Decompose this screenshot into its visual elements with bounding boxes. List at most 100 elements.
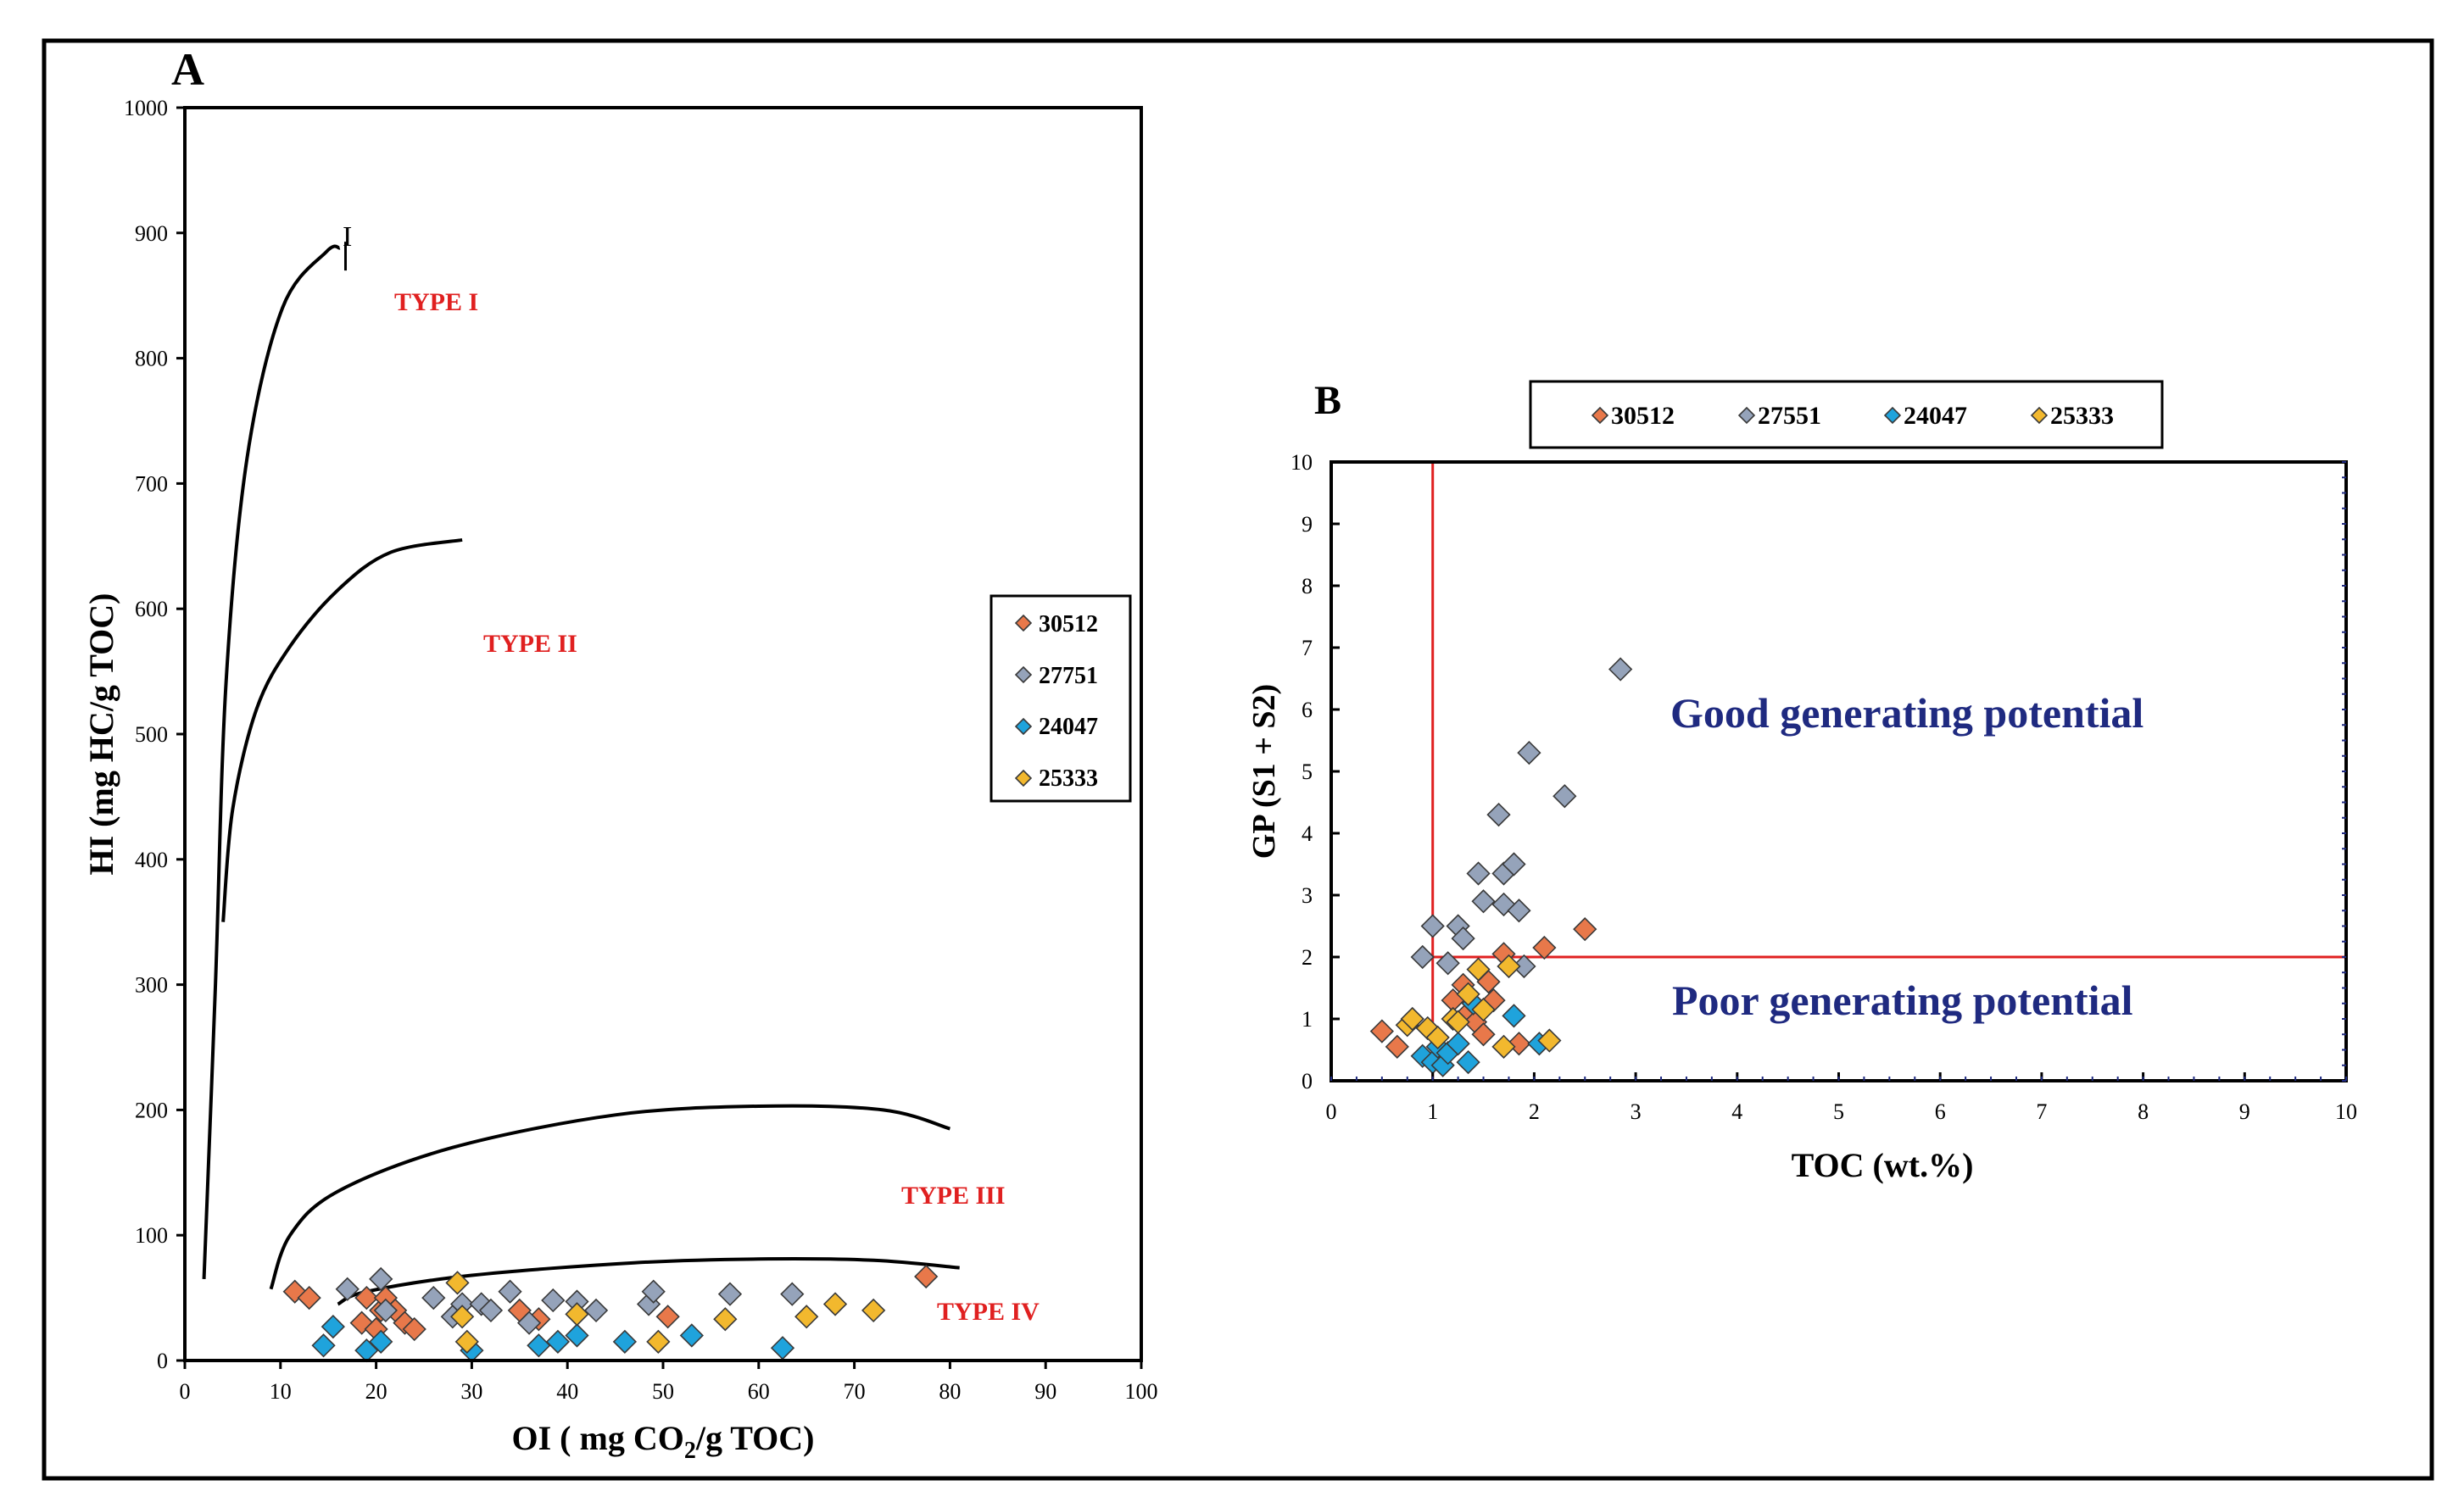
point-b-25333 <box>1425 1025 1450 1050</box>
legend-b-27551: 27551 <box>1758 402 1821 430</box>
x-tick-label-b: 5 <box>1833 1099 1844 1124</box>
point-a-25333 <box>794 1305 819 1329</box>
point-a-27751 <box>583 1298 609 1323</box>
panel-a: A 0 10 20 30 40 50 60 70 80 90 1000100200300400500… <box>82 44 1158 1464</box>
point-b-27551 <box>1451 926 1475 951</box>
panel-a-y-axis-title: HI (mg HC/g TOC) <box>82 593 120 876</box>
panel-a-points <box>282 1264 939 1363</box>
point-b-27551 <box>1502 852 1526 876</box>
x-tick-label-b: 10 <box>2335 1099 2357 1124</box>
type-iii-label: TYPE III <box>901 1182 1006 1210</box>
panel-b-legend-box <box>1529 380 2164 449</box>
point-b-27551 <box>1608 657 1633 682</box>
x-tick-label-a: 40 <box>556 1379 578 1404</box>
y-tick-label-a: 1000 <box>124 96 168 120</box>
x-tick-label-a: 70 <box>844 1379 866 1404</box>
legend-b-marker-30512 <box>1591 406 1609 425</box>
point-b-30512 <box>1573 917 1597 942</box>
legend-a-27751: 27751 <box>1039 663 1098 689</box>
point-a-24047 <box>311 1333 336 1358</box>
point-b-27551 <box>1486 802 1511 827</box>
point-b-24047 <box>1502 1004 1526 1028</box>
point-b-27551 <box>1420 914 1445 938</box>
good-potential-label: Good generating potential <box>1670 689 2143 737</box>
point-b-27551 <box>1471 889 1496 914</box>
point-a-24047 <box>612 1329 638 1354</box>
point-b-25333 <box>1446 1010 1470 1034</box>
legend-b-marker-25333 <box>2030 406 2049 425</box>
x-tick-label-b: 7 <box>2036 1099 2047 1124</box>
y-tick-label-b: 8 <box>1302 574 1313 598</box>
y-tick-label-b: 10 <box>1291 450 1313 475</box>
legend-a-24047: 24047 <box>1039 714 1098 740</box>
legend-b-30512: 30512 <box>1611 402 1675 430</box>
panel-a-legend-markers <box>1014 614 1033 787</box>
point-a-25333 <box>713 1307 738 1332</box>
y-tick-label-b: 2 <box>1302 945 1313 970</box>
point-a-25333 <box>449 1305 475 1329</box>
point-a-30512 <box>402 1316 426 1342</box>
point-b-30512 <box>1385 1034 1409 1059</box>
point-a-27751 <box>373 1298 399 1323</box>
legend-a-marker-30512 <box>1014 614 1033 632</box>
x-tick-label-a: 50 <box>652 1379 674 1404</box>
point-b-25333 <box>1400 1006 1424 1032</box>
y-tick-label-b: 4 <box>1302 821 1313 846</box>
x-tick-label-b: 1 <box>1427 1099 1438 1124</box>
point-b-27551 <box>1410 944 1435 970</box>
point-a-24047 <box>369 1329 393 1354</box>
x-tick-label-b: 8 <box>2138 1099 2149 1124</box>
y-tick-label-b: 7 <box>1302 636 1313 660</box>
y-tick-label-a: 900 <box>135 221 168 246</box>
point-b-27551 <box>1466 861 1491 886</box>
x-tick-label-a: 80 <box>939 1379 961 1404</box>
x-tick-label-b: 2 <box>1529 1099 1540 1124</box>
point-a-24047 <box>565 1323 589 1348</box>
panel-a-x-axis-title: OI ( mg CO2/g TOC) <box>512 1419 815 1464</box>
point-b-25333 <box>1466 957 1491 982</box>
x-tick-label-b: 3 <box>1631 1099 1642 1124</box>
panel-a-legend-box <box>990 594 1132 803</box>
panel-b-x-axis-title: TOC (wt.%) <box>1792 1146 1974 1184</box>
poor-potential-label: Poor generating potential <box>1672 977 2133 1024</box>
point-a-27751 <box>421 1285 446 1310</box>
curve-type2 <box>221 537 463 922</box>
panel-a-curves <box>202 242 960 1306</box>
x-tick-label-b: 9 <box>2239 1099 2250 1124</box>
y-tick-label-a: 0 <box>157 1349 168 1373</box>
point-a-27751 <box>780 1282 805 1306</box>
x-tick-label-b: 0 <box>1326 1099 1337 1124</box>
point-a-24047 <box>770 1336 795 1361</box>
figure-frame <box>42 38 2434 1481</box>
panel-a-legend: 30512 27751 24047 25333 <box>990 594 1132 803</box>
x-tick-label-a: 100 <box>1125 1379 1158 1404</box>
y-tick-label-a: 400 <box>135 848 168 872</box>
point-b-24047 <box>1446 1032 1470 1056</box>
x-tick-label-a: 0 <box>180 1379 191 1404</box>
y-tick-label-a: 500 <box>135 722 168 747</box>
x-tick-label-a: 60 <box>748 1379 770 1404</box>
point-a-27751 <box>516 1310 542 1335</box>
curve-type3 <box>269 1104 950 1290</box>
y-tick-label-a: 300 <box>135 973 168 998</box>
point-a-25333 <box>822 1292 848 1316</box>
point-a-27751 <box>335 1277 360 1301</box>
point-b-30512 <box>1507 1032 1531 1056</box>
point-b-25333 <box>1497 954 1521 979</box>
point-b-27551 <box>1553 784 1577 809</box>
legend-a-marker-27751 <box>1014 665 1033 684</box>
point-b-27551 <box>1435 951 1460 976</box>
point-a-27751 <box>498 1279 522 1304</box>
point-a-30512 <box>354 1285 379 1310</box>
legend-b-25333: 25333 <box>2050 402 2114 430</box>
point-b-30512 <box>1369 1019 1394 1043</box>
legend-a-30512: 30512 <box>1039 611 1098 637</box>
point-a-25333 <box>445 1271 470 1295</box>
point-b-27551 <box>1517 740 1541 765</box>
type-ii-label: TYPE II <box>483 630 577 658</box>
panel-b-y-axis-title: GP (S1 + S2) <box>1246 684 1282 859</box>
point-a-24047 <box>545 1329 571 1354</box>
point-a-27751 <box>717 1282 743 1306</box>
x-tick-label-a: 20 <box>365 1379 387 1404</box>
point-a-27751 <box>369 1266 393 1292</box>
